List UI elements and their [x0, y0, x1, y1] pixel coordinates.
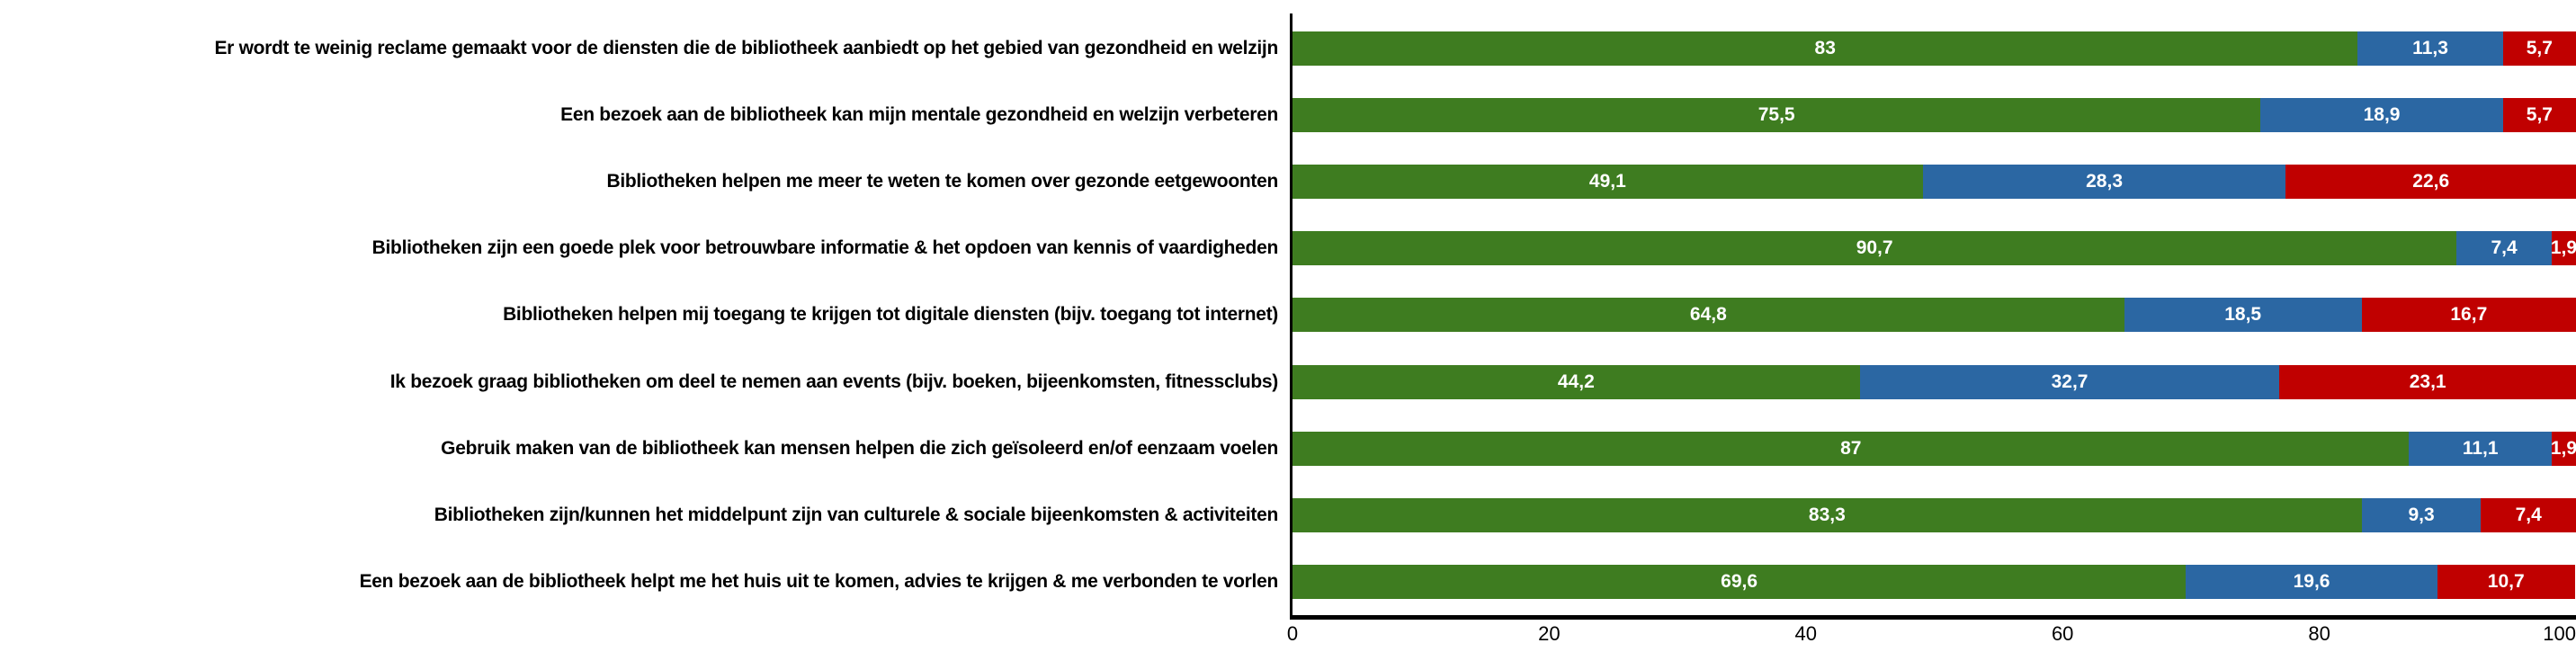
category-label: Gebruik maken van de bibliotheek kan men…: [441, 437, 1278, 459]
stacked-bar: 44,2 32,7 23,1: [1292, 364, 2576, 399]
category-label: Een bezoek aan de bibliotheek kan mijn m…: [560, 104, 1278, 126]
stacked-bar: 69,6 19,6 10,7: [1292, 564, 2576, 599]
bar-value-label: 18,5: [2224, 304, 2262, 326]
stacked-bar: 87 11,1 1,9: [1292, 431, 2576, 466]
bar-value-label: 87: [1840, 437, 1862, 459]
x-axis-tick-label: 20: [1538, 622, 1561, 645]
bar-value-label: 7,4: [2491, 237, 2518, 259]
bar-row: 90,7 7,4 1,9: [1292, 215, 2576, 281]
bar-value-label: 1,9: [2550, 237, 2576, 259]
category-label: Er wordt te weinig reclame gemaakt voor …: [214, 38, 1278, 59]
bar-row: 69,6 19,6 10,7: [1292, 549, 2576, 615]
bar-segment-red: 1,9: [2550, 431, 2576, 466]
bar-segment-red: 5,7: [2502, 31, 2576, 67]
bar-segment-green: 75,5: [1292, 98, 2261, 133]
bar-segment-blue: 7,4: [2456, 231, 2552, 266]
bar-value-label: 83: [1814, 38, 1836, 59]
category-label: Een bezoek aan de bibliotheek helpt me h…: [359, 570, 1279, 592]
bar-value-label: 49,1: [1588, 171, 1626, 192]
bar-segment-red: 10,7: [2437, 564, 2575, 599]
bar-segment-blue: 11,1: [2409, 431, 2552, 466]
y-axis-line: [1290, 13, 1292, 620]
bar-segment-blue: 18,5: [2124, 298, 2362, 333]
bar-segment-green: 83: [1292, 31, 2358, 67]
bar-value-label: 5,7: [2526, 104, 2553, 126]
stacked-bar: 75,5 18,9 5,7: [1292, 98, 2576, 133]
bar-value-label: 5,7: [2526, 38, 2553, 59]
bar-value-label: 22,6: [2412, 171, 2450, 192]
bar-row: 49,1 28,3 22,6: [1292, 148, 2576, 215]
stacked-bar: 90,7 7,4 1,9: [1292, 231, 2576, 266]
x-axis-line: [1290, 615, 2576, 620]
stacked-bar: 83,3 9,3 7,4: [1292, 497, 2576, 532]
bar-segment-green: 87: [1292, 431, 2410, 466]
bar-row: 75,5 18,9 5,7: [1292, 82, 2576, 148]
bar-value-label: 16,7: [2450, 304, 2488, 326]
bar-segment-blue: 19,6: [2186, 564, 2437, 599]
bar-segment-green: 90,7: [1292, 231, 2457, 266]
bar-row: 87 11,1 1,9: [1292, 415, 2576, 482]
bar-value-label: 75,5: [1758, 104, 1795, 126]
bar-value-label: 19,6: [2293, 570, 2330, 592]
category-label: Bibliotheken helpen mij toegang te krijg…: [503, 304, 1278, 326]
bar-value-label: 69,6: [1721, 570, 1758, 592]
bar-segment-red: 22,6: [2285, 165, 2576, 200]
stacked-bar: 83 11,3 5,7: [1292, 31, 2576, 67]
bar-segment-blue: 28,3: [1922, 165, 2286, 200]
x-axis-ticks: 0 20 40 60 80 100: [1287, 622, 2576, 648]
bar-value-label: 1,9: [2550, 437, 2576, 459]
category-label: Bibliotheken zijn/kunnen het middelpunt …: [434, 504, 1279, 525]
bar-value-label: 18,9: [2363, 104, 2401, 126]
x-axis-tick-label: 80: [2308, 622, 2330, 645]
bar-value-label: 11,3: [2412, 38, 2448, 59]
x-axis-tick-label: 60: [2051, 622, 2074, 645]
category-label: Ik bezoek graag bibliotheken om deel te …: [389, 371, 1279, 392]
category-label: Bibliotheken helpen me meer te weten te …: [606, 171, 1278, 192]
x-axis-tick-label: 0: [1286, 622, 1299, 645]
bar-value-label: 9,3: [2408, 504, 2435, 525]
bar-segment-green: 49,1: [1292, 165, 1923, 200]
category-labels: Er wordt te weinig reclame gemaakt voor …: [0, 15, 1285, 615]
bar-value-label: 64,8: [1689, 304, 1727, 326]
bar-segment-red: 1,9: [2550, 231, 2576, 266]
bar-row: 83 11,3 5,7: [1292, 15, 2576, 82]
bar-segment-red: 7,4: [2481, 497, 2576, 532]
bar-value-label: 23,1: [2409, 371, 2446, 392]
bar-row: 83,3 9,3 7,4: [1292, 482, 2576, 549]
bar-row: 44,2 32,7 23,1: [1292, 349, 2576, 415]
x-axis-tick-label: 40: [1794, 622, 1818, 645]
bar-value-label: 32,7: [2051, 371, 2089, 392]
bar-value-label: 11,1: [2462, 437, 2499, 459]
x-axis-tick-label: 100: [2543, 622, 2576, 645]
bar-segment-red: 5,7: [2502, 98, 2576, 133]
bar-segment-blue: 11,3: [2357, 31, 2503, 67]
bar-segment-red: 23,1: [2279, 364, 2576, 399]
bar-value-label: 10,7: [2487, 570, 2525, 592]
bar-value-label: 90,7: [1856, 237, 1893, 259]
plot-area: 83 11,3 5,7 75,5 18,9 5,7 49,1 28,3 22,6 90,7 7,4 1…: [1292, 15, 2576, 615]
bar-segment-green: 69,6: [1292, 564, 2187, 599]
bar-value-label: 7,4: [2515, 504, 2542, 525]
bar-row: 64,8 18,5 16,7: [1292, 281, 2576, 348]
category-label: Bibliotheken zijn een goede plek voor be…: [371, 237, 1279, 259]
bar-value-label: 44,2: [1557, 371, 1595, 392]
bar-segment-blue: 18,9: [2260, 98, 2503, 133]
stacked-bar: 64,8 18,5 16,7: [1292, 298, 2576, 333]
bar-segment-green: 83,3: [1292, 497, 2362, 532]
bar-value-label: 28,3: [2086, 171, 2123, 192]
bar-segment-red: 16,7: [2361, 298, 2576, 333]
bar-value-label: 83,3: [1808, 504, 1846, 525]
bar-segment-green: 44,2: [1292, 364, 1860, 399]
stacked-bar: 49,1 28,3 22,6: [1292, 165, 2576, 200]
bar-segment-green: 64,8: [1292, 298, 2124, 333]
bar-segment-blue: 32,7: [1859, 364, 2280, 399]
bar-segment-blue: 9,3: [2361, 497, 2482, 532]
